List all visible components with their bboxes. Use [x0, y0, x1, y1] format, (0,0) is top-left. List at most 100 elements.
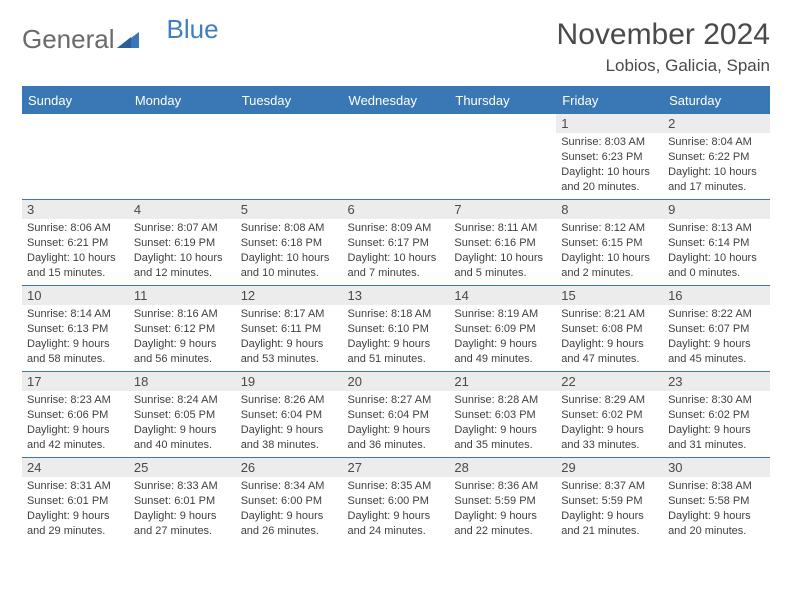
calendar-day-cell: 18Sunrise: 8:24 AMSunset: 6:05 PMDayligh…: [129, 371, 236, 457]
calendar-day-cell: 30Sunrise: 8:38 AMSunset: 5:58 PMDayligh…: [663, 457, 770, 543]
day-number: 6: [343, 200, 450, 219]
day-detail-line: Daylight: 10 hours: [561, 251, 658, 266]
calendar-table: SundayMondayTuesdayWednesdayThursdayFrid…: [22, 86, 770, 543]
day-detail-line: Sunset: 6:10 PM: [348, 322, 445, 337]
day-number: 19: [236, 372, 343, 391]
brand-logo: General Blue: [22, 18, 219, 55]
day-detail-line: Sunset: 6:14 PM: [668, 236, 765, 251]
day-detail-line: Daylight: 9 hours: [134, 509, 231, 524]
day-detail-line: and 17 minutes.: [668, 180, 765, 195]
calendar-week-row: 10Sunrise: 8:14 AMSunset: 6:13 PMDayligh…: [22, 285, 770, 371]
day-details: Sunrise: 8:22 AMSunset: 6:07 PMDaylight:…: [663, 305, 770, 370]
day-detail-line: Sunset: 5:59 PM: [561, 494, 658, 509]
day-detail-line: Sunrise: 8:06 AM: [27, 221, 124, 236]
calendar-day-cell: [22, 113, 129, 199]
day-number: 27: [343, 458, 450, 477]
day-details: Sunrise: 8:27 AMSunset: 6:04 PMDaylight:…: [343, 391, 450, 456]
day-number: 7: [449, 200, 556, 219]
day-detail-line: Daylight: 9 hours: [241, 337, 338, 352]
day-detail-line: and 15 minutes.: [27, 266, 124, 281]
day-detail-line: Sunset: 6:03 PM: [454, 408, 551, 423]
day-number: 4: [129, 200, 236, 219]
day-detail-line: and 53 minutes.: [241, 352, 338, 367]
day-detail-line: Sunset: 6:00 PM: [348, 494, 445, 509]
day-details: Sunrise: 8:03 AMSunset: 6:23 PMDaylight:…: [556, 133, 663, 198]
calendar-week-row: 1Sunrise: 8:03 AMSunset: 6:23 PMDaylight…: [22, 113, 770, 199]
day-detail-line: and 10 minutes.: [241, 266, 338, 281]
day-details: Sunrise: 8:18 AMSunset: 6:10 PMDaylight:…: [343, 305, 450, 370]
day-detail-line: Daylight: 10 hours: [348, 251, 445, 266]
day-details: Sunrise: 8:07 AMSunset: 6:19 PMDaylight:…: [129, 219, 236, 284]
day-detail-line: Sunrise: 8:28 AM: [454, 393, 551, 408]
day-number: 5: [236, 200, 343, 219]
calendar-day-cell: 14Sunrise: 8:19 AMSunset: 6:09 PMDayligh…: [449, 285, 556, 371]
weekday-header: Saturday: [663, 88, 770, 113]
day-details: Sunrise: 8:35 AMSunset: 6:00 PMDaylight:…: [343, 477, 450, 542]
day-detail-line: Sunrise: 8:31 AM: [27, 479, 124, 494]
calendar-day-cell: 23Sunrise: 8:30 AMSunset: 6:02 PMDayligh…: [663, 371, 770, 457]
calendar-day-cell: 16Sunrise: 8:22 AMSunset: 6:07 PMDayligh…: [663, 285, 770, 371]
calendar-day-cell: 24Sunrise: 8:31 AMSunset: 6:01 PMDayligh…: [22, 457, 129, 543]
day-details: Sunrise: 8:12 AMSunset: 6:15 PMDaylight:…: [556, 219, 663, 284]
day-number: 8: [556, 200, 663, 219]
day-number: 21: [449, 372, 556, 391]
calendar-day-cell: 20Sunrise: 8:27 AMSunset: 6:04 PMDayligh…: [343, 371, 450, 457]
day-details: Sunrise: 8:37 AMSunset: 5:59 PMDaylight:…: [556, 477, 663, 542]
brand-part2: Blue: [167, 14, 219, 45]
day-number: 22: [556, 372, 663, 391]
day-details: Sunrise: 8:31 AMSunset: 6:01 PMDaylight:…: [22, 477, 129, 542]
day-number: 24: [22, 458, 129, 477]
day-detail-line: Sunrise: 8:09 AM: [348, 221, 445, 236]
calendar-day-cell: [129, 113, 236, 199]
calendar-week-row: 24Sunrise: 8:31 AMSunset: 6:01 PMDayligh…: [22, 457, 770, 543]
day-detail-line: Sunrise: 8:36 AM: [454, 479, 551, 494]
day-detail-line: and 33 minutes.: [561, 438, 658, 453]
calendar-day-cell: 11Sunrise: 8:16 AMSunset: 6:12 PMDayligh…: [129, 285, 236, 371]
day-detail-line: and 20 minutes.: [668, 524, 765, 539]
day-number: 14: [449, 286, 556, 305]
day-detail-line: Daylight: 10 hours: [561, 165, 658, 180]
day-detail-line: Sunrise: 8:24 AM: [134, 393, 231, 408]
day-number: 28: [449, 458, 556, 477]
day-detail-line: Daylight: 9 hours: [241, 423, 338, 438]
day-detail-line: Sunset: 6:09 PM: [454, 322, 551, 337]
day-details: Sunrise: 8:21 AMSunset: 6:08 PMDaylight:…: [556, 305, 663, 370]
day-number: 2: [663, 114, 770, 133]
day-detail-line: Sunrise: 8:33 AM: [134, 479, 231, 494]
day-detail-line: Sunset: 6:15 PM: [561, 236, 658, 251]
day-detail-line: and 21 minutes.: [561, 524, 658, 539]
day-detail-line: Daylight: 9 hours: [27, 423, 124, 438]
day-details: Sunrise: 8:33 AMSunset: 6:01 PMDaylight:…: [129, 477, 236, 542]
day-detail-line: Sunset: 6:12 PM: [134, 322, 231, 337]
day-detail-line: Sunrise: 8:14 AM: [27, 307, 124, 322]
day-detail-line: Sunrise: 8:34 AM: [241, 479, 338, 494]
weekday-header: Sunday: [22, 88, 129, 113]
calendar-day-cell: 9Sunrise: 8:13 AMSunset: 6:14 PMDaylight…: [663, 199, 770, 285]
day-details: Sunrise: 8:19 AMSunset: 6:09 PMDaylight:…: [449, 305, 556, 370]
day-detail-line: Sunset: 6:00 PM: [241, 494, 338, 509]
calendar-day-cell: 26Sunrise: 8:34 AMSunset: 6:00 PMDayligh…: [236, 457, 343, 543]
day-detail-line: Daylight: 9 hours: [348, 423, 445, 438]
day-detail-line: Daylight: 9 hours: [348, 337, 445, 352]
day-detail-line: Sunset: 6:01 PM: [134, 494, 231, 509]
weekday-header: Tuesday: [236, 88, 343, 113]
day-detail-line: Daylight: 9 hours: [348, 509, 445, 524]
day-detail-line: and 38 minutes.: [241, 438, 338, 453]
day-number: 25: [129, 458, 236, 477]
day-number: 3: [22, 200, 129, 219]
calendar-day-cell: 6Sunrise: 8:09 AMSunset: 6:17 PMDaylight…: [343, 199, 450, 285]
calendar-day-cell: [343, 113, 450, 199]
day-detail-line: Sunrise: 8:21 AM: [561, 307, 658, 322]
calendar-day-cell: 15Sunrise: 8:21 AMSunset: 6:08 PMDayligh…: [556, 285, 663, 371]
calendar-week-row: 17Sunrise: 8:23 AMSunset: 6:06 PMDayligh…: [22, 371, 770, 457]
day-detail-line: Daylight: 9 hours: [27, 337, 124, 352]
brand-part1: General: [22, 24, 115, 55]
day-detail-line: Sunrise: 8:04 AM: [668, 135, 765, 150]
day-detail-line: Daylight: 10 hours: [241, 251, 338, 266]
calendar-day-cell: [236, 113, 343, 199]
day-detail-line: Daylight: 10 hours: [668, 165, 765, 180]
day-detail-line: Sunset: 6:19 PM: [134, 236, 231, 251]
day-detail-line: and 24 minutes.: [348, 524, 445, 539]
calendar-day-cell: 12Sunrise: 8:17 AMSunset: 6:11 PMDayligh…: [236, 285, 343, 371]
day-detail-line: Sunset: 6:11 PM: [241, 322, 338, 337]
